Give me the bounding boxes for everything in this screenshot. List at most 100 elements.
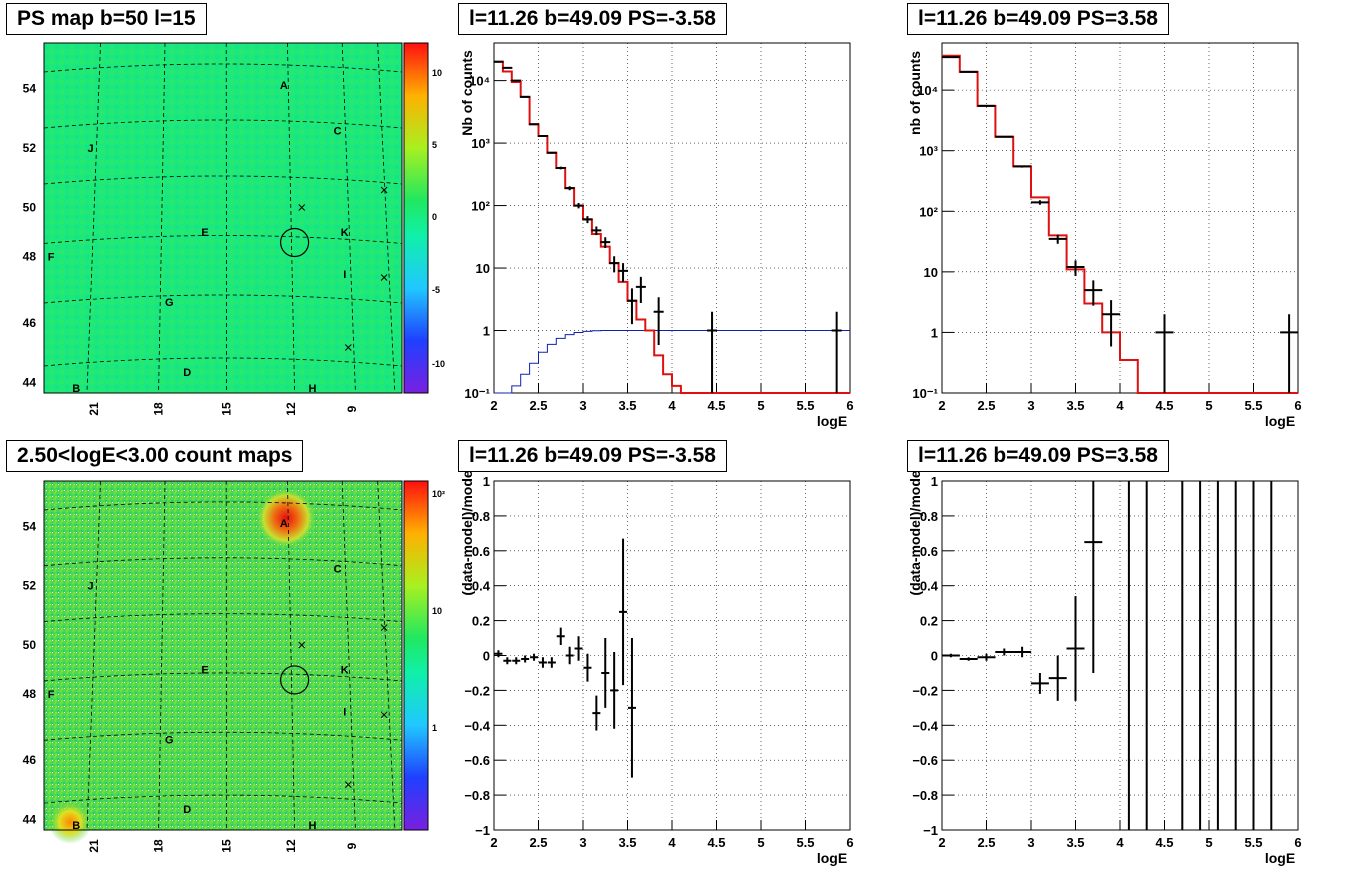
- chart0-data-point: [537, 134, 548, 137]
- ps-map-source-a: A: [280, 80, 288, 92]
- chart2-y-tick-label: 1: [483, 474, 490, 489]
- chart3-y-tick-label: −0.8: [912, 788, 938, 803]
- count-colorbar: [403, 480, 429, 831]
- chart2-x-tick-label: 4.5: [707, 835, 725, 850]
- count-map-source-e: E: [201, 664, 208, 676]
- chart0-x-tick-label: 5: [757, 398, 764, 413]
- chart0-data-point: [591, 226, 602, 236]
- chart3-y-tick-label: 0.4: [920, 579, 939, 594]
- residual-right-title: l=11.26 b=49.09 PS=3.58: [907, 440, 1169, 472]
- count-map-source-b: B: [72, 820, 80, 832]
- chart0-data-point: [582, 216, 593, 224]
- chart2-y-tick-label: −1: [475, 823, 490, 838]
- chart0-y-tick-label: 10⁴: [469, 74, 490, 89]
- chart0-x-tick-label: 2.5: [529, 398, 547, 413]
- chart0-plot-frame: [493, 42, 851, 394]
- count-map-source-f: F: [48, 689, 55, 701]
- ps-map-source-d: D: [183, 367, 191, 379]
- ps-map-lat-line: [43, 357, 403, 367]
- chart3-x-tick-label: 5.5: [1244, 835, 1262, 850]
- chart2-x-tick-label: 4: [668, 835, 676, 850]
- ps-map-cross-marker: [298, 204, 306, 211]
- chart0-x-axis-label: logE: [817, 413, 847, 429]
- chart0-data-point: [707, 311, 718, 393]
- count-map-colorbar-label: 10: [432, 606, 442, 616]
- chart1-x-tick-label: 4: [1116, 398, 1124, 413]
- ps-map-cross-marker: [380, 274, 388, 281]
- chart2-residual-point: [530, 653, 539, 661]
- spectrum-right-title: l=11.26 b=49.09 PS=3.58: [907, 3, 1169, 35]
- chart3-residual-point: [959, 657, 978, 661]
- chart0-data-point: [555, 166, 566, 170]
- chart0-y-tick-label: 10³: [471, 136, 490, 151]
- count-map-ylabel: 52: [23, 579, 37, 593]
- chart0-data-point: [564, 186, 575, 191]
- count-map-ylabel: 44: [23, 813, 37, 827]
- chart3-y-tick-label: −0.6: [912, 753, 938, 768]
- chart2-y-tick-label: −0.8: [464, 788, 490, 803]
- chart2-x-axis-label: logE: [817, 850, 847, 866]
- ps-map-colorbar-label: 0: [432, 212, 437, 222]
- chart2-residual-point: [512, 657, 521, 665]
- chart1-x-tick-label: 5.5: [1244, 398, 1262, 413]
- chart3-x-tick-label: 6: [1294, 835, 1301, 850]
- ps-map-lat-line: [43, 235, 403, 244]
- chart1-y-tick-label: 1: [931, 325, 938, 340]
- chart1-data-point: [977, 104, 996, 107]
- count-map-xlabel: 9: [345, 842, 359, 849]
- ps-map-colorbar-label: 5: [432, 140, 437, 150]
- chart0-data-point: [609, 256, 620, 273]
- chart0-x-tick-label: 3.5: [618, 398, 636, 413]
- chart3-x-tick-label: 2.5: [977, 835, 995, 850]
- chart1-data-point: [1030, 200, 1049, 205]
- ps-map-lon-line: [341, 42, 356, 394]
- chart1-x-tick-label: 3.5: [1066, 398, 1084, 413]
- count-map-xlabel: 21: [87, 839, 101, 853]
- chart0-data-point: [653, 297, 664, 346]
- chart3-y-tick-label: 1: [931, 474, 938, 489]
- ps-map-cross-marker: [380, 186, 388, 194]
- count-map-source-h: H: [309, 820, 317, 832]
- chart3-y-tick-label: 0.6: [920, 544, 938, 559]
- chart2-residual-point: [601, 638, 610, 708]
- chart2-residual-point: [583, 653, 592, 682]
- chart1-data-point: [1048, 234, 1067, 244]
- chart2-residual-point: [627, 638, 636, 778]
- ps-map-colorbar-label: 10: [432, 68, 442, 78]
- ps-map-target-circle: [280, 227, 310, 258]
- chart0-y-tick-label: 10²: [471, 199, 490, 214]
- chart0-data-point: [626, 288, 637, 325]
- chart2-x-tick-label: 5.5: [796, 835, 814, 850]
- chart2-residual-point: [547, 657, 556, 668]
- chart2-y-tick-label: −0.2: [464, 683, 490, 698]
- chart2-residual-point: [494, 650, 503, 658]
- chart1-x-tick-label: 4.5: [1155, 398, 1173, 413]
- count-map-lon-line: [158, 480, 166, 831]
- chart2-x-tick-label: 3: [579, 835, 586, 850]
- count-map-colorbar-label: 1: [432, 723, 437, 733]
- chart1-data-point: [1155, 314, 1174, 393]
- ps-map: [43, 42, 429, 394]
- ps-map-xlabel: 9: [345, 405, 359, 412]
- chart3-y-tick-label: −0.4: [912, 718, 938, 733]
- chart2-y-tick-label: −0.6: [464, 753, 490, 768]
- ps-map-xlabel: 15: [220, 402, 234, 416]
- chart3-y-tick-label: 0.2: [920, 614, 938, 629]
- chart1-y-tick-label: 10: [924, 265, 938, 280]
- ps-map-lon-line: [158, 42, 166, 394]
- ps-map-xlabel: 18: [152, 402, 166, 416]
- count-map-target-circle: [280, 665, 310, 695]
- chart3-y-tick-label: 0: [931, 649, 938, 664]
- chart0-model-blue-line: [494, 330, 850, 394]
- count-map-image: [43, 480, 403, 831]
- chart2-residual-point: [619, 538, 628, 686]
- count-map-lon-line: [377, 480, 396, 831]
- chart2-y-tick-label: 0.6: [472, 544, 490, 559]
- count-map-lat-line: [43, 501, 403, 511]
- spectrum-left-title: l=11.26 b=49.09 PS=-3.58: [458, 3, 727, 35]
- ps-map-ylabel: 52: [23, 141, 37, 155]
- chart1-y-tick-label: 10³: [919, 144, 938, 159]
- chart2-residual-point: [503, 657, 512, 665]
- ps-map-lat-line: [43, 175, 403, 185]
